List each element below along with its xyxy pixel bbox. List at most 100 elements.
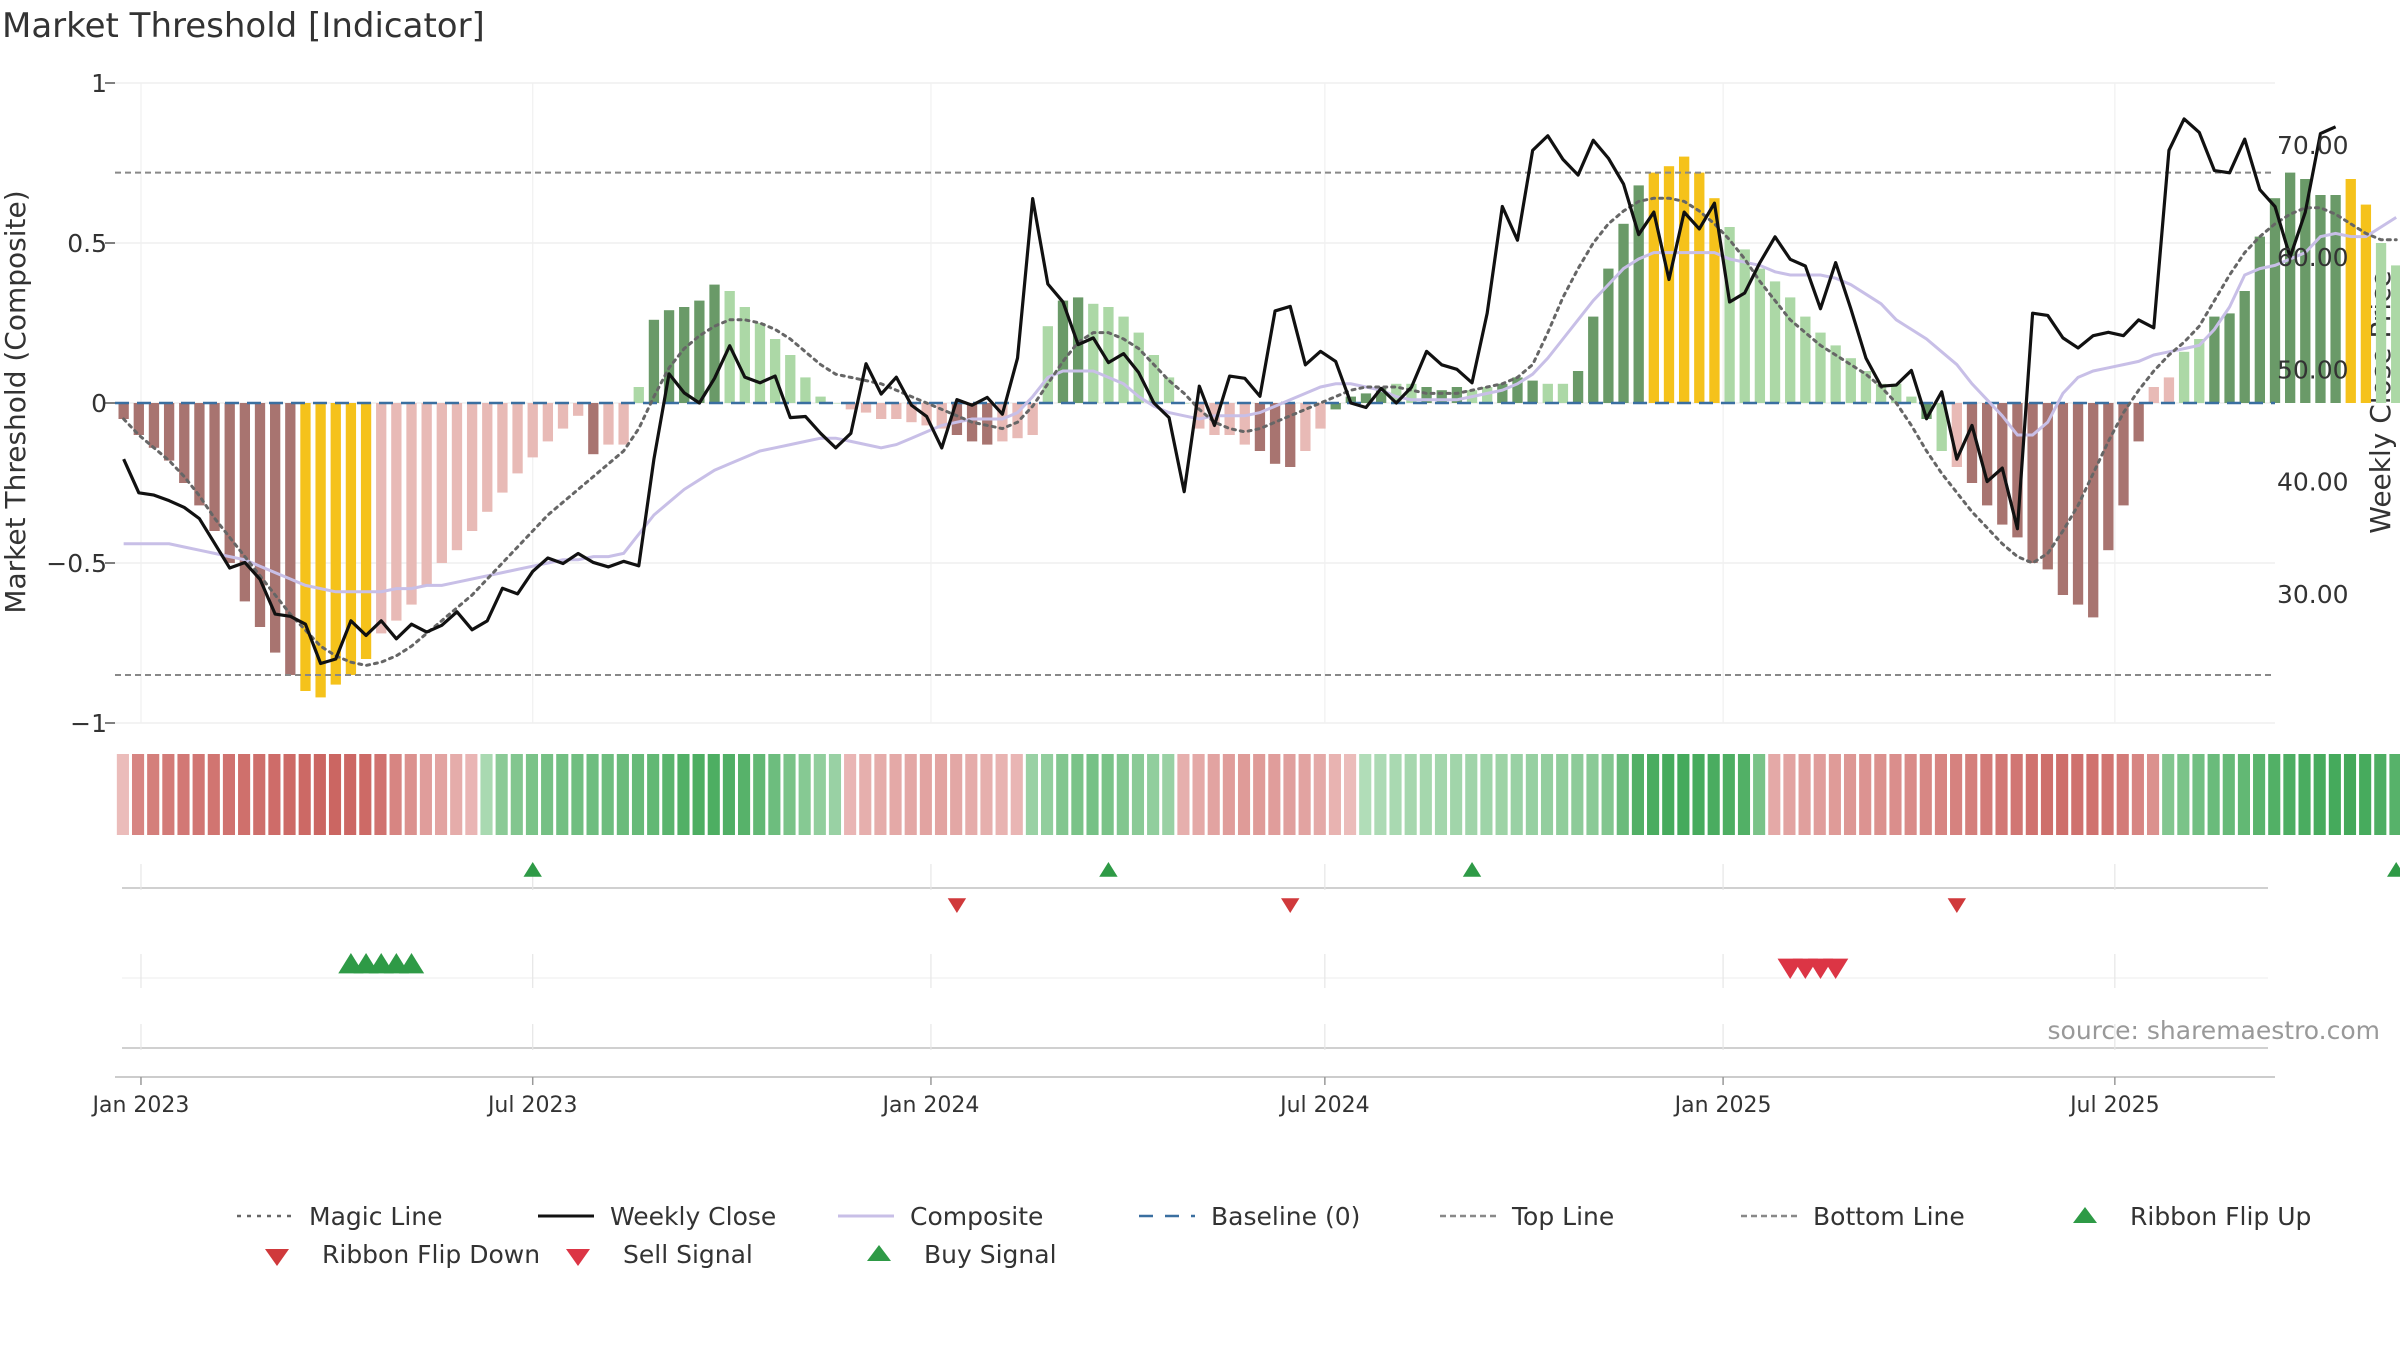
composite-bar	[1845, 358, 1856, 403]
ribbon-cell	[222, 754, 236, 835]
composite-bar	[300, 403, 311, 691]
composite-bar	[2391, 265, 2400, 403]
legend-item-ribbon-flip-down-weeks[interactable]: Ribbon Flip Down	[265, 1240, 540, 1269]
legend-item-magic-line[interactable]: Magic Line	[237, 1202, 443, 1231]
composite-bar	[679, 307, 690, 403]
ribbon-cell	[1950, 754, 1963, 835]
composite-bar	[891, 403, 902, 419]
composite-bar	[2345, 179, 2356, 403]
composite-bar	[1663, 166, 1675, 403]
composite-bar	[648, 319, 660, 403]
composite-bar	[785, 355, 796, 403]
x-tick-label: Jul 2023	[486, 1093, 578, 1118]
composite-bar	[618, 403, 629, 445]
x-axis: Jan 2023 Jul 2023 Jan 2024 Jul 2024 Jan 2025…	[91, 1076, 2275, 1118]
composite-bar	[921, 403, 932, 426]
composite-bar	[1103, 307, 1114, 403]
composite-bar	[769, 339, 781, 403]
ribbon-cell	[359, 754, 372, 835]
ribbon-cell	[2313, 754, 2326, 835]
legend-item-composite-line[interactable]: Composite	[838, 1202, 1043, 1231]
composite-bar	[194, 403, 205, 506]
legend[interactable]: Magic Line Weekly Close Composite Baseline …	[237, 1202, 2311, 1269]
ribbon-flip-down-marker	[947, 898, 967, 913]
composite-bar	[254, 403, 266, 627]
composite-bar	[1209, 403, 1220, 435]
ribbon-cell	[1450, 754, 1463, 835]
composite-bar	[1527, 380, 1538, 403]
ribbon-cell	[1162, 754, 1175, 835]
y-right-tick-label: 30.00	[2277, 580, 2349, 609]
legend-item-ribbon-flip-up-weeks[interactable]: Ribbon Flip Up	[2073, 1202, 2311, 1231]
ribbon-cell	[1222, 754, 1235, 835]
ribbon-cell	[556, 754, 569, 835]
ribbon-cell	[1283, 754, 1296, 835]
composite-bar	[2088, 403, 2099, 618]
composite-bar	[1239, 403, 1250, 445]
ribbon-cell	[1874, 754, 1887, 835]
legend-item-bottom-line[interactable]: Bottom Line	[1741, 1202, 1965, 1231]
composite-bar	[1194, 403, 1205, 429]
composite-bar	[179, 403, 190, 483]
ribbon-cell	[1540, 754, 1554, 835]
ribbon-cell	[1495, 754, 1508, 835]
legend-item-buy-signal-weeks[interactable]: Buy Signal	[867, 1240, 1057, 1269]
magic-line	[122, 196, 2398, 667]
ribbon-flip-up-marker	[1099, 862, 1118, 877]
composite-bar	[2209, 316, 2220, 403]
legend-item-baseline[interactable]: Baseline (0)	[1139, 1202, 1360, 1231]
composite-bar	[2284, 172, 2296, 403]
composite-bar	[1830, 345, 1841, 403]
composite-bar	[1769, 281, 1781, 403]
ribbon-cell	[344, 754, 357, 835]
composite-bar	[391, 403, 402, 621]
ribbon-cell	[389, 754, 402, 835]
composite-bar	[1285, 403, 1296, 467]
composite-bar	[588, 403, 599, 455]
composite-bar	[1497, 383, 1508, 403]
ribbon-cell	[1571, 754, 1584, 835]
ribbon-cell	[1374, 754, 1387, 835]
composite-bar	[1754, 268, 1766, 403]
ribbon-cell	[813, 754, 826, 835]
composite-bar	[2375, 243, 2387, 403]
composite-bar	[1330, 403, 1341, 410]
composite-bar	[1148, 355, 1160, 403]
composite-bar	[1724, 227, 1735, 403]
ribbon-cell	[2268, 754, 2281, 835]
x-tick-label: Jan 2025	[1673, 1093, 1772, 1118]
composite-bar	[330, 403, 341, 685]
composite-bar	[1391, 383, 1402, 403]
y-right-tick-label: 70.00	[2277, 131, 2349, 160]
ribbon-cell	[419, 754, 432, 835]
ribbon-cell	[1056, 754, 1069, 835]
composite-bar	[1557, 383, 1569, 403]
composite-bar	[1375, 387, 1387, 403]
ribbon-cell	[1692, 754, 1705, 835]
y-right-tick-label: 50.00	[2277, 355, 2349, 384]
ribbon-cell	[874, 754, 887, 835]
ribbon-cell	[995, 754, 1008, 835]
ribbon-cell	[631, 754, 645, 835]
legend-item-top-line[interactable]: Top Line	[1440, 1202, 1614, 1231]
ribbon-cell	[1025, 754, 1038, 835]
composite-bar	[2148, 387, 2159, 403]
ribbon-cell	[404, 754, 417, 835]
ribbon-cell	[1389, 754, 1402, 835]
composite-bar	[270, 403, 281, 653]
legend-item-sell-signal-weeks[interactable]: Sell Signal	[566, 1240, 753, 1269]
ribbon-cell	[2328, 754, 2341, 835]
composite-bar	[1421, 387, 1432, 403]
composite-bar	[1891, 383, 1902, 403]
ribbon-cell	[495, 754, 508, 835]
ribbon-cell	[2389, 754, 2400, 835]
ribbon-cell	[1419, 754, 1432, 835]
ribbon-cell	[525, 754, 539, 835]
ribbon-cell	[571, 754, 584, 835]
legend-item-weekly-close[interactable]: Weekly Close	[538, 1202, 776, 1231]
composite-bar	[845, 403, 857, 410]
composite-bar	[1254, 403, 1266, 451]
ribbon-cell	[2101, 754, 2114, 835]
ribbon-cell	[1722, 754, 1735, 835]
buy-signal-marker	[398, 953, 425, 974]
